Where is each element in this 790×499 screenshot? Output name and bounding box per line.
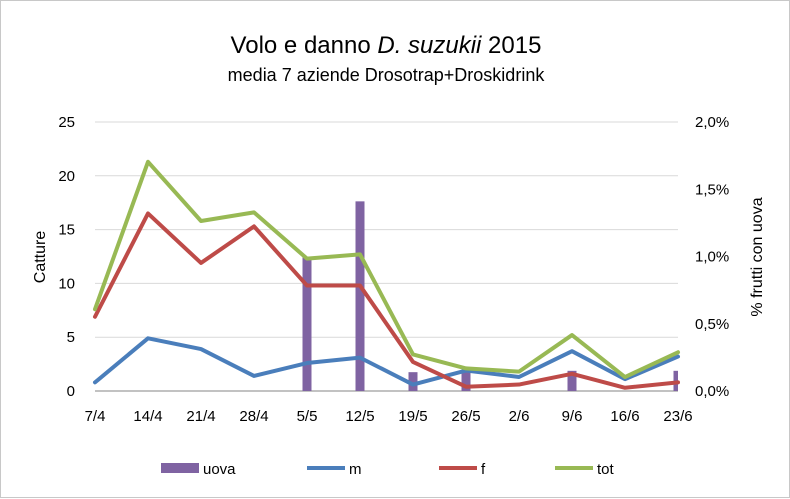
- bar-uova: [461, 370, 471, 391]
- y-axis-title: Catture: [32, 231, 49, 284]
- bar-uova: [302, 256, 312, 391]
- legend-swatch-uova: [161, 463, 199, 473]
- y-tick-label: 0: [67, 383, 75, 400]
- x-tick-label: 16/6: [610, 408, 639, 425]
- x-tick-label: 5/5: [297, 408, 318, 425]
- legend-label-f: f: [481, 461, 486, 478]
- y-tick-label: 5: [67, 329, 75, 346]
- x-tick-label: 19/5: [398, 408, 427, 425]
- x-tick-label: 14/4: [133, 408, 162, 425]
- bar-uova: [567, 370, 577, 391]
- x-tick-label: 7/4: [85, 408, 106, 425]
- series-lines: [93, 159, 680, 390]
- y2-axis-title: % frutti con uova: [749, 197, 766, 316]
- x-tick-label: 2/6: [509, 408, 530, 425]
- y-tick-label: 15: [58, 222, 75, 239]
- y2-tick-label: 2,0%: [695, 114, 729, 131]
- y2-tick-label: 1,5%: [695, 181, 729, 198]
- bar-uova: [408, 372, 418, 391]
- y-tick-label: 20: [58, 168, 75, 185]
- gridlines: [95, 121, 678, 392]
- y-axis-right: 0,0% 0,5% 1,0% 1,5% 2,0%: [695, 114, 729, 400]
- legend-label-m: m: [349, 461, 362, 478]
- legend-label-uova: uova: [203, 461, 236, 478]
- line-series-f: [93, 211, 680, 390]
- y2-tick-label: 0,5%: [695, 316, 729, 333]
- line-series-tot: [93, 159, 680, 380]
- x-tick-label: 23/6: [663, 408, 692, 425]
- y-tick-label: 10: [58, 275, 75, 292]
- y-tick-label: 25: [58, 114, 75, 131]
- legend-label-tot: tot: [597, 461, 615, 478]
- bar-uova: [355, 201, 365, 391]
- chart-title: Volo e danno D. suzukii 2015: [231, 32, 542, 59]
- x-tick-label: 9/6: [562, 408, 583, 425]
- x-axis: 7/4 14/4 21/4 28/4 5/5 12/5 19/5 26/5 2/6 9/6 16/6…: [85, 408, 693, 425]
- x-tick-label: 28/4: [239, 408, 268, 425]
- y2-tick-label: 1,0%: [695, 249, 729, 266]
- x-tick-label: 12/5: [345, 408, 374, 425]
- chart-subtitle: media 7 aziende Drosotrap+Droskidrink: [228, 65, 546, 85]
- y-axis-left: 0 5 10 15 20 25: [58, 114, 75, 400]
- legend: uova m f tot: [161, 461, 615, 478]
- line-series-m: [93, 336, 680, 387]
- x-tick-label: 26/5: [451, 408, 480, 425]
- x-tick-label: 21/4: [186, 408, 215, 425]
- y2-tick-label: 0,0%: [695, 383, 729, 400]
